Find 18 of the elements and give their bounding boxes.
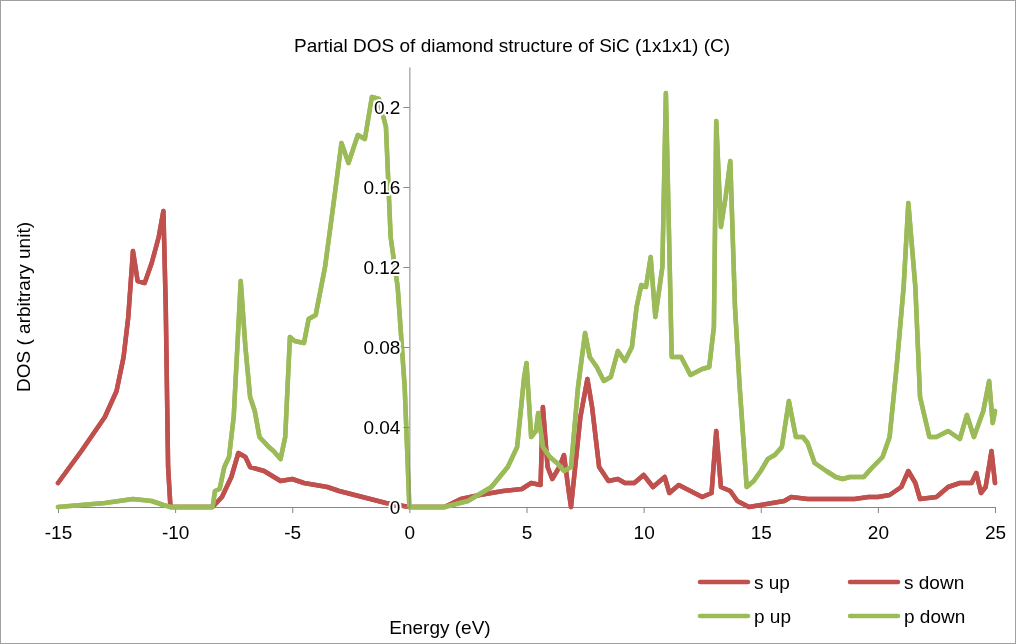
legend-label: p down [904, 606, 966, 627]
x-tick-label: 10 [633, 521, 655, 543]
x-tick-label: 5 [521, 521, 533, 543]
x-tick-label: 25 [984, 521, 1007, 543]
x-tick-label: 20 [867, 521, 889, 543]
x-tick-label: 15 [750, 521, 772, 543]
legend-label: p up [754, 606, 791, 627]
y-axis-title: DOS ( arbitrary unit) [13, 222, 34, 392]
x-tick-label: -15 [44, 521, 73, 543]
x-tick-label: -10 [161, 521, 190, 543]
chart-title: Partial DOS of diamond structure of SiC (1x1x1) (C) [293, 35, 731, 56]
y-tick-label: 0.04 [363, 416, 401, 438]
x-tick-label: -5 [284, 521, 302, 543]
legend-label: s down [904, 572, 965, 593]
x-tick-label: 0 [404, 521, 416, 543]
legend-label: s up [754, 572, 790, 593]
x-axis-title: Energy (eV) [389, 617, 491, 638]
y-tick-label: 0.08 [363, 336, 401, 358]
